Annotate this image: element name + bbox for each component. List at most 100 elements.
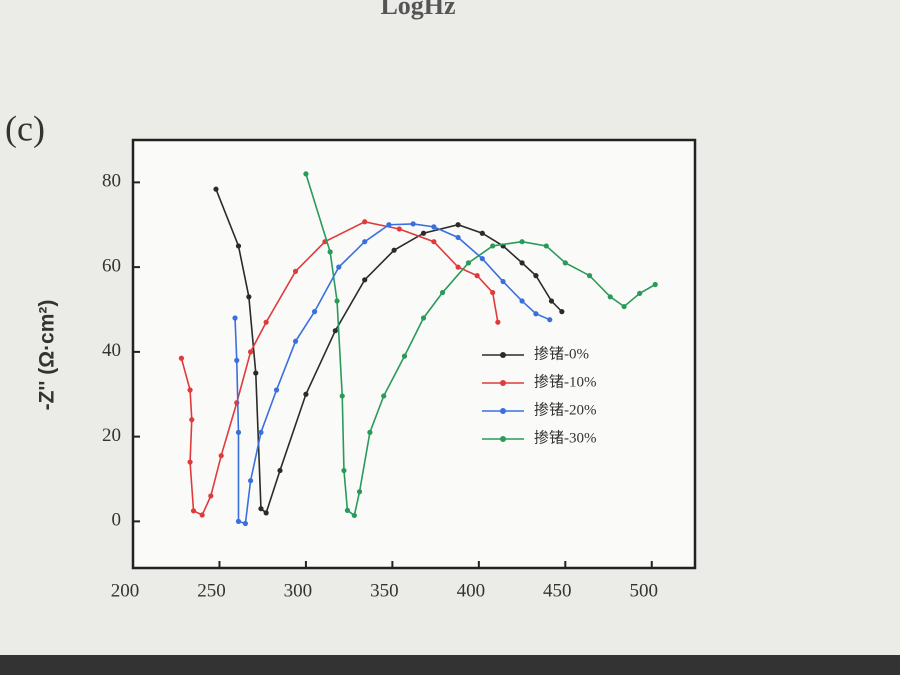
top-label: LogHz [380,0,455,20]
panel-label: (c) [5,108,45,148]
data-point [351,512,357,519]
data-point [362,277,368,283]
data-point [479,230,485,236]
screen-edge [0,655,900,675]
data-point [336,264,342,270]
data-point [277,467,283,474]
data-point [519,239,525,245]
data-point [465,260,472,266]
data-point [311,309,318,315]
legend-label: 掺锗-30% [534,429,597,446]
x-tick-label: 300 [284,580,313,601]
legend-label: 掺锗-0% [534,345,589,362]
legend-marker [500,436,506,442]
data-point [235,429,242,435]
data-point [332,328,338,334]
legend-marker [500,352,506,358]
data-point [391,247,397,253]
x-tick-label: 400 [457,580,486,601]
data-point [519,260,525,266]
data-point [362,239,368,245]
data-point [199,512,205,518]
x-tick-label: 500 [630,580,659,601]
data-point [235,518,242,524]
x-tick-label: 250 [197,580,226,601]
x-tick-label: 450 [543,580,572,601]
data-point [263,319,269,325]
data-point [533,311,539,317]
data-point [273,387,280,393]
data-point [303,391,309,397]
data-point [543,243,549,249]
data-point [490,289,496,296]
data-point [187,387,193,393]
data-point [396,226,402,232]
y-tick-label: 80 [102,171,121,192]
data-point [401,353,408,359]
data-point [362,219,368,225]
data-point [242,520,248,527]
data-point [232,315,238,321]
legend-label: 掺锗-10% [534,373,597,390]
data-point [208,493,214,499]
data-point [495,319,501,325]
data-point [607,294,613,300]
data-point [218,453,224,459]
data-point [258,429,264,435]
data-point [258,506,264,512]
data-point [344,507,351,513]
data-point [178,355,185,361]
data-point [455,234,461,241]
data-point [559,309,565,315]
legend-label: 掺锗-20% [534,401,597,418]
x-tick-label: 200 [111,580,140,601]
data-point [533,273,539,279]
data-point [339,393,345,399]
data-point [327,249,333,255]
data-point [431,224,437,230]
data-point [247,349,254,355]
data-point [341,467,347,474]
series-line [180,220,499,517]
x-tick-label: 350 [370,580,399,601]
data-point [479,256,485,262]
data-point [548,298,555,304]
y-tick-label: 40 [102,340,121,361]
data-point [235,243,242,249]
y-tick-label: 0 [112,510,122,531]
data-point [652,281,658,288]
data-point [474,273,480,279]
data-point [562,260,568,266]
y-tick-label: 20 [102,425,121,446]
data-point [189,417,195,423]
data-point [356,489,363,495]
y-tick-label: 60 [102,255,121,276]
data-point [519,298,525,304]
data-point [187,459,193,465]
data-point [253,370,259,376]
data-point [420,315,427,321]
y-axis-label: -Z'' (Ω·cm²) [36,300,59,411]
data-point [500,278,506,285]
data-point [586,273,593,279]
data-point [292,338,299,344]
plot-frame [131,138,697,570]
data-point [234,357,240,363]
data-point [455,264,461,270]
data-point [247,478,254,484]
data-point [367,429,373,435]
legend-marker [500,408,506,414]
data-point [263,510,269,516]
data-point [246,294,252,300]
data-point [303,171,309,177]
data-point [334,298,340,304]
legend-marker [500,380,506,386]
data-point [420,230,427,236]
data-point [439,289,446,296]
data-point [431,239,437,245]
data-point [547,317,553,323]
data-point [386,222,392,228]
data-point [381,393,387,399]
data-point [410,221,416,227]
